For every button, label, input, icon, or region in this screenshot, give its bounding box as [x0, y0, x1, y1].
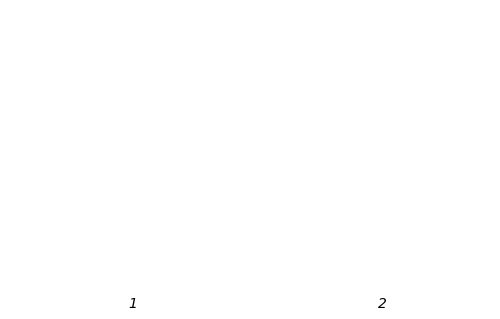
Text: 2: 2: [378, 297, 387, 311]
Text: 1: 1: [128, 297, 137, 311]
